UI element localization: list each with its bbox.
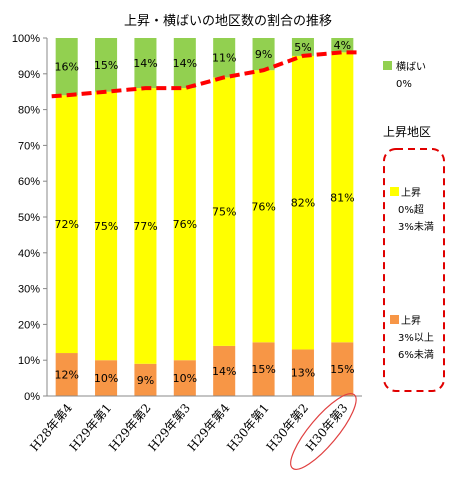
bar-segment [291,38,314,56]
y-tick-label: 90% [18,69,40,81]
data-label: 76% [251,200,275,213]
bar-segment [55,38,78,96]
data-label: 75% [94,220,118,233]
legend-label: 横ばい [396,60,426,73]
data-label: 76% [173,218,197,231]
legend-label: 上昇 [401,187,421,199]
legend-label: 上昇 [401,315,421,327]
bar-segment [95,91,118,361]
legend-swatch [390,187,399,196]
bars [55,38,354,396]
bar-segment [95,38,118,92]
bar-segment [173,88,196,361]
data-label: 10% [94,372,118,385]
bar-segment [252,38,275,71]
bar-segment [291,55,314,350]
data-label: 14% [173,57,197,70]
y-tick-label: 30% [18,284,40,296]
data-label: 9% [137,374,154,387]
bar-segment [213,77,236,346]
bar-segment [213,38,236,78]
data-label: 4% [334,39,351,52]
bar-segment [331,52,354,343]
y-tick-label: 60% [18,176,40,188]
data-label: 11% [212,52,236,65]
y-tick-label: 70% [18,140,40,152]
y-tick-label: 20% [18,319,40,331]
data-label: 15% [251,363,275,376]
data-label: 15% [94,59,118,72]
data-label: 15% [330,363,354,376]
y-axis: 0% 10% 20% 30% 40% 50% 60% 70% 80% 90% 100% [12,33,48,403]
legend-label: 3%未満 [398,221,434,233]
legend-group-box [383,148,445,392]
bar-segment [213,345,236,396]
x-axis: H28年第4H29年第1H29年第2H29年第3H29年第4H30年第1H30年… [27,393,362,470]
data-label: 5% [294,41,311,54]
bar-segment [331,342,354,396]
bar-segment [252,70,275,343]
trend-polyline [51,50,358,99]
bar-segment [173,360,196,396]
bar-segment [134,363,157,396]
y-tick-label: 0% [24,391,40,403]
data-label: 9% [255,48,272,61]
data-label: 77% [133,220,157,233]
data-label: 14% [133,57,157,70]
chart-title: 上昇・横ばいの地区数の割合の推移 [124,13,332,29]
legend-label: 6%未満 [398,349,434,361]
bar-segment [331,38,354,53]
bar-segment [55,95,78,354]
y-tick-label: 40% [18,248,40,260]
data-label: 72% [54,218,78,231]
data-label: 13% [291,367,315,380]
data-label: 81% [330,191,354,204]
highlight-ellipse [290,393,357,470]
legend-group-title: 上昇地区 [383,125,431,139]
bar-segment [252,342,275,396]
bar-segment [134,38,157,89]
y-tick-label: 50% [18,212,40,224]
trend-line [51,50,358,99]
legend-swatch [383,61,392,70]
bar-segment [95,360,118,396]
x-tick-label-group: H30年第3 [290,393,357,470]
y-tick-label: 10% [18,355,40,367]
legend-label: 3%以上 [398,332,434,344]
data-label: 14% [212,365,236,378]
data-label: 16% [54,61,78,74]
data-label: 82% [291,197,315,210]
data-label: 75% [212,206,236,219]
bar-segment [291,349,314,396]
legend-label: 0% [396,79,412,90]
bar-segment [173,38,196,89]
data-label: 10% [173,372,197,385]
y-tick-label: 100% [12,33,40,45]
y-tick-label: 80% [18,105,40,117]
legend-swatch [390,315,399,324]
legend-label: 0%超 [398,203,424,216]
bar-segment [134,88,157,364]
data-label: 12% [54,369,78,382]
data-labels: 12% 72% 16% 10% 75% 15% 9% 77% 14% 10% 76% 14% 14% 75… [54,39,354,387]
bar-segment [55,353,78,396]
